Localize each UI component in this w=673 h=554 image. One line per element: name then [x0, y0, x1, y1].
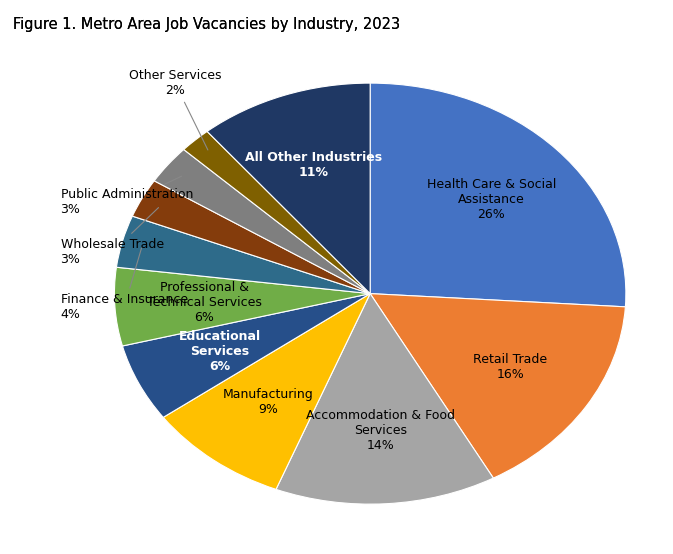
- Wedge shape: [133, 181, 370, 294]
- Wedge shape: [184, 131, 370, 294]
- Wedge shape: [370, 83, 626, 307]
- Wedge shape: [122, 294, 370, 417]
- Text: Figure 1. Metro Area Job Vacancies by Industry, 2023: Figure 1. Metro Area Job Vacancies by In…: [13, 17, 400, 32]
- Text: Accommodation & Food
Services
14%: Accommodation & Food Services 14%: [306, 409, 455, 452]
- Wedge shape: [164, 294, 370, 489]
- Wedge shape: [276, 294, 493, 504]
- Wedge shape: [207, 83, 370, 294]
- Text: All Other Industries
11%: All Other Industries 11%: [245, 151, 382, 179]
- Text: Public Administration
3%: Public Administration 3%: [61, 176, 193, 216]
- Wedge shape: [114, 267, 370, 346]
- Text: Figure 1. Metro Area Job Vacancies by Industry, 2023: Figure 1. Metro Area Job Vacancies by In…: [13, 17, 400, 32]
- Wedge shape: [370, 294, 625, 478]
- Text: Manufacturing
9%: Manufacturing 9%: [223, 388, 314, 416]
- Text: Finance & Insurance
4%: Finance & Insurance 4%: [61, 248, 188, 321]
- Text: Wholesale Trade
3%: Wholesale Trade 3%: [61, 208, 164, 266]
- Wedge shape: [116, 216, 370, 294]
- Text: Health Care & Social
Assistance
26%: Health Care & Social Assistance 26%: [427, 178, 556, 222]
- Wedge shape: [154, 150, 370, 294]
- Text: Other Services
2%: Other Services 2%: [129, 69, 221, 150]
- Text: Educational
Services
6%: Educational Services 6%: [178, 330, 261, 373]
- Text: Retail Trade
16%: Retail Trade 16%: [473, 353, 548, 381]
- Text: Professional &
Technical Services
6%: Professional & Technical Services 6%: [147, 281, 262, 324]
